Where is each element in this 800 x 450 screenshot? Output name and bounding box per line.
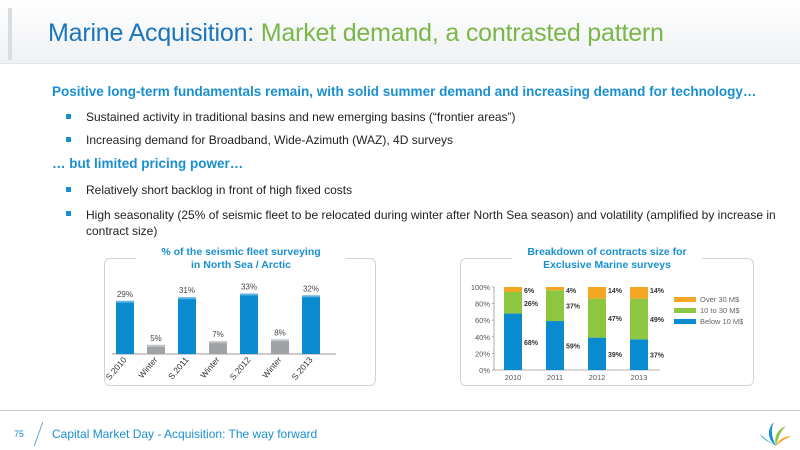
bar [116, 300, 134, 354]
slide-title-part2: Market demand, a contrasted pattern [260, 19, 664, 47]
bar-highlight [178, 297, 196, 300]
bullet-square-icon [66, 211, 71, 216]
segment-value-label: 68% [524, 340, 539, 347]
y-tick-label: 100% [471, 283, 491, 292]
legend-label: Below 10 M$ [700, 317, 744, 326]
stacked-bar-segment [504, 287, 522, 292]
stacked-bar-segment [588, 298, 606, 338]
segment-value-label: 4% [566, 288, 577, 295]
segment-value-label: 49% [650, 317, 665, 324]
bullet-square-icon [66, 187, 71, 192]
y-tick-label: 40% [475, 333, 490, 342]
y-tick-label: 60% [475, 316, 490, 325]
bullet-text: Sustained activity in traditional basins… [86, 110, 516, 124]
bar [178, 297, 196, 354]
segment-value-label: 37% [650, 353, 665, 360]
x-tick-label: S.2012 [228, 355, 253, 382]
x-tick-label: S.2010 [104, 355, 129, 382]
section1-heading: Positive long-term fundamentals remain, … [52, 84, 757, 99]
x-tick-label: 2013 [631, 373, 648, 382]
bullet-square-icon [66, 114, 71, 119]
stacked-bar-segment [630, 287, 648, 299]
legend-swatch [674, 308, 696, 313]
bullet-text: Relatively short backlog in front of hig… [86, 183, 353, 197]
segment-value-label: 14% [608, 288, 623, 295]
cgg-logo-icon [760, 422, 792, 446]
footer-text: Capital Market Day - Acquisition: The wa… [52, 427, 318, 441]
stacked-bar-segment [588, 287, 606, 299]
y-tick-label: 0% [479, 366, 490, 375]
footer-divider [0, 410, 800, 411]
fleet-chart-title: % of the seismic fleet surveying in Nort… [136, 246, 346, 272]
bar-value-label: 32% [303, 284, 319, 293]
x-tick-label: Winter [198, 355, 222, 380]
slide-title: Marine Acquisition: Market demand, a con… [48, 19, 664, 48]
stacked-bar-segment [588, 337, 606, 370]
x-tick-label: 2011 [547, 373, 563, 382]
bar-value-label: 31% [179, 286, 195, 295]
contracts-chart-title-line2: Exclusive Marine surveys [543, 259, 671, 271]
segment-value-label: 26% [524, 301, 539, 308]
stacked-bar-segment [630, 339, 648, 370]
stacked-bar-segment [504, 291, 522, 314]
bullet-text: Increasing demand for Broadband, Wide-Az… [86, 133, 454, 147]
x-tick-label: Winter [260, 355, 284, 380]
legend-swatch [674, 319, 696, 324]
legend-label: 10 to 30 M$ [700, 306, 740, 315]
x-tick-label: S.2013 [290, 355, 315, 382]
legend-swatch [674, 297, 696, 302]
fleet-chart: 29% S.2010 5% Winter 31% S.2011 7% Winter 33% S.2… [104, 283, 336, 382]
title-bar [0, 0, 800, 64]
x-tick-label: 2012 [589, 373, 606, 382]
section2-heading: … but limited pricing power… [52, 156, 244, 171]
bullet-square-icon [66, 137, 71, 142]
segment-value-label: 39% [608, 352, 623, 359]
segment-value-label: 47% [608, 316, 623, 323]
segment-value-label: 14% [650, 288, 665, 295]
stacked-bar-segment [546, 290, 564, 322]
bar [271, 339, 289, 354]
bar-highlight [209, 341, 227, 344]
page-number: 75 [14, 429, 25, 439]
bar-value-label: 8% [274, 328, 286, 337]
bar-value-label: 33% [241, 283, 257, 292]
bar-highlight [271, 339, 289, 342]
segment-value-label: 37% [566, 304, 581, 311]
segment-value-label: 59% [566, 344, 581, 351]
bar-highlight [302, 295, 320, 298]
stacked-bar-segment [546, 287, 564, 291]
bar [147, 344, 165, 354]
contracts-chart: 0% 20% 40% 60% 80% 100% 68% 26% 6% 2010 59% 37% 4% 20… [471, 283, 744, 382]
footer-slash [33, 422, 44, 446]
stacked-bar-segment [546, 321, 564, 370]
bar [240, 293, 258, 354]
x-tick-label: Winter [136, 355, 160, 380]
stacked-bar-segment [504, 313, 522, 370]
y-tick-label: 80% [475, 300, 490, 309]
x-tick-label: 2010 [505, 373, 522, 382]
fleet-chart-title-line1: % of the seismic fleet surveying [161, 246, 321, 258]
contracts-chart-title: Breakdown of contracts size for Exclusiv… [512, 246, 702, 272]
bar-highlight [240, 293, 258, 296]
legend-label: Over 30 M$ [700, 295, 740, 304]
x-tick-label: S.2011 [166, 355, 191, 382]
bar-highlight [116, 300, 134, 303]
bar-highlight [147, 344, 165, 347]
bar [209, 341, 227, 354]
fleet-chart-title-line2: in North Sea / Arctic [191, 259, 291, 271]
bar-value-label: 29% [117, 290, 133, 299]
contracts-chart-title-line1: Breakdown of contracts size for [527, 246, 687, 258]
stacked-bar-segment [630, 298, 648, 340]
y-tick-label: 20% [475, 349, 490, 358]
bar-value-label: 5% [150, 334, 162, 343]
slide-title-part1: Marine Acquisition: [48, 19, 255, 47]
bar-value-label: 7% [212, 330, 224, 339]
bar [302, 295, 320, 354]
bullet-text: High seasonality (25% of seismic fleet t… [86, 208, 776, 238]
segment-value-label: 6% [524, 288, 535, 295]
